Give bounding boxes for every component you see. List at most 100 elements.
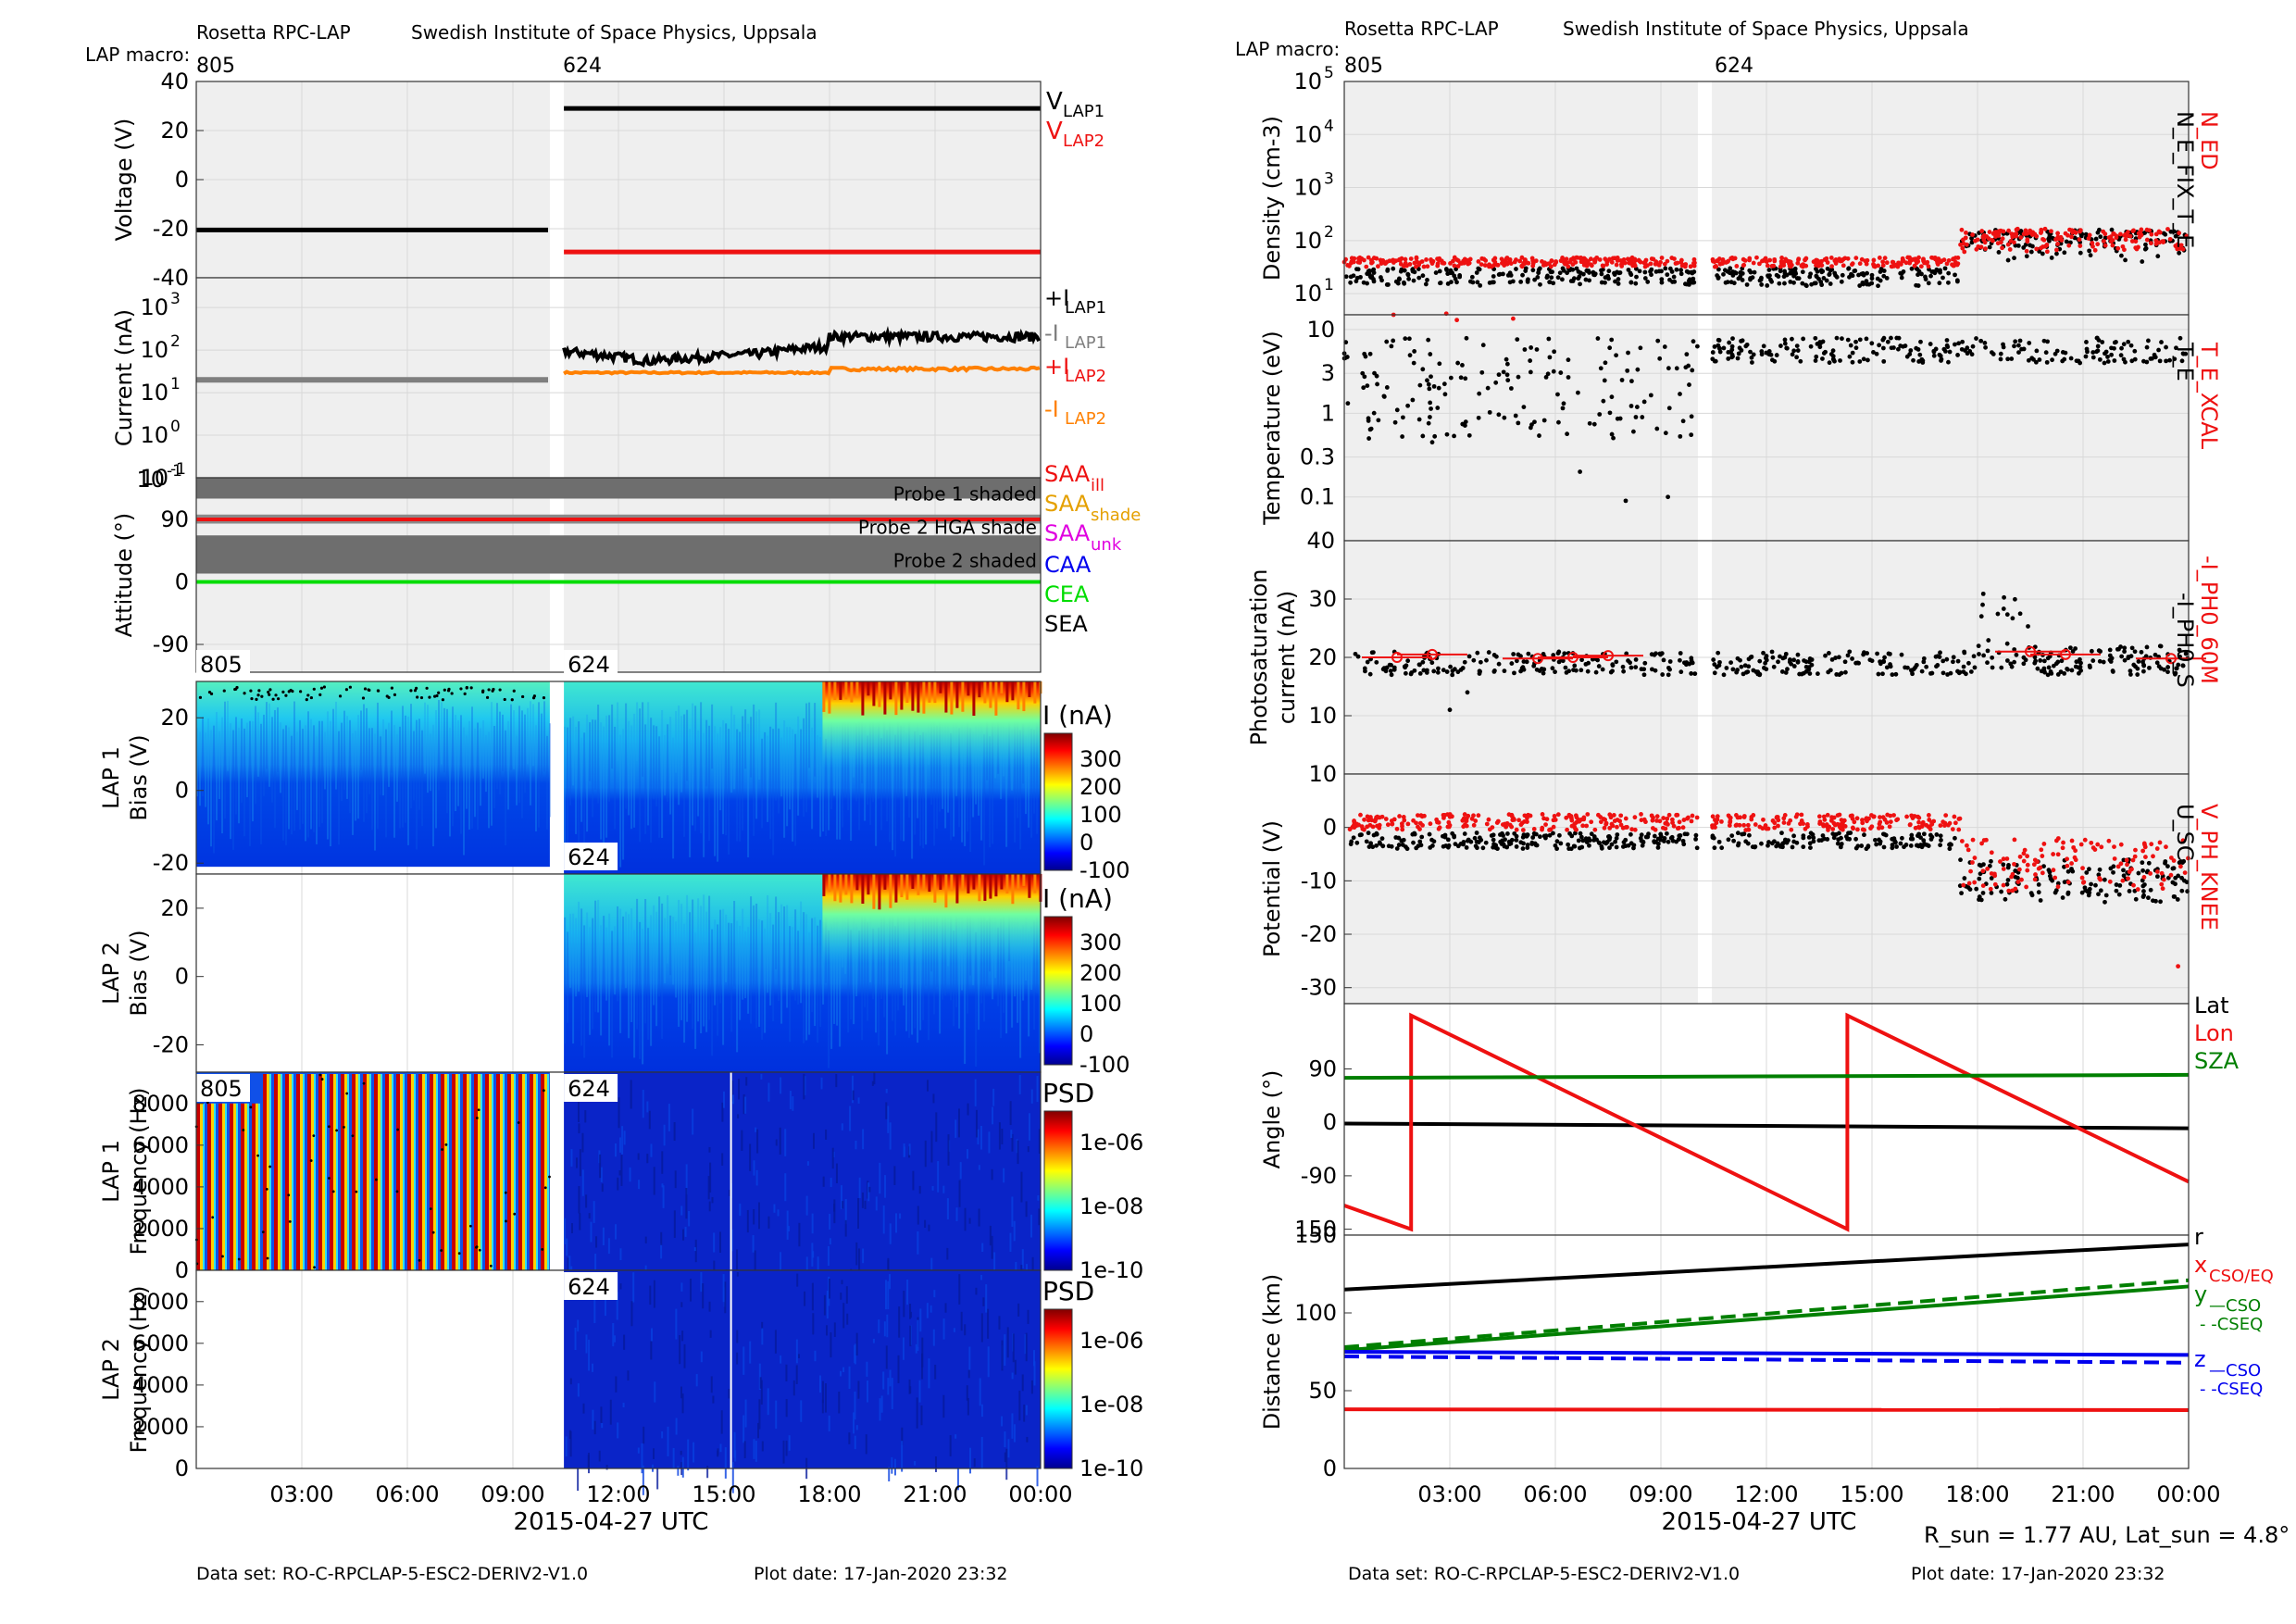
- right-header: Rosetta RPC-LAP Swedish Institute of Spa…: [1235, 18, 1969, 78]
- density-n-ed: [1672, 256, 1677, 261]
- lap2-bias-panel-streak: [669, 915, 672, 976]
- potential-v-ph-knee: [2092, 847, 2098, 852]
- lap2-freq-panel-noise: [955, 1434, 957, 1439]
- potential-v-ph-knee: [2095, 842, 2101, 847]
- lap2-bias-panel-streak: [653, 905, 655, 1006]
- current-panel-ytick-exp: 0: [170, 418, 181, 436]
- photosat-i-ph0-s: [1865, 651, 1870, 656]
- lap1-freq-panel-noise: [674, 1170, 677, 1189]
- potential-v-ph-knee: [1741, 822, 1747, 828]
- lap2-freq-panel-noise: [919, 1308, 922, 1332]
- density-n-ed: [1884, 260, 1890, 266]
- lap1-freq-panel-noise: [1030, 1089, 1033, 1104]
- lap1-bias-dot: [299, 690, 303, 693]
- potential-v-ph-knee: [2053, 875, 2058, 881]
- density-n-e-fix-t-e: [1916, 269, 1922, 274]
- lap1-freq-panel-noise: [806, 1161, 809, 1166]
- potential-v-ph-knee: [1803, 826, 1808, 831]
- potential-u-sc: [1779, 831, 1784, 836]
- lap1-bias-panel-streak: [388, 722, 390, 787]
- lap2-freq-panel-noise: [960, 1311, 963, 1331]
- temperature-t-e: [1908, 348, 1914, 353]
- potential-u-sc: [2158, 899, 2163, 905]
- lap1-bias-panel-streak: [839, 719, 842, 840]
- lap1-bias-panel-streak: [374, 733, 376, 851]
- photosat-i-ph0-s: [2023, 657, 2028, 663]
- potential-v-ph-knee: [1476, 813, 1481, 818]
- photosat-i-ph0-s: [1745, 669, 1751, 674]
- lap1-freq-panel-stripe-red: [441, 1074, 444, 1270]
- density-n-ed: [1882, 256, 1888, 261]
- potential-v-ph-knee: [2140, 848, 2146, 854]
- density-n-ed: [1376, 264, 1380, 269]
- potential-u-sc: [1735, 831, 1741, 836]
- lap2-freq-panel-noise: [1011, 1372, 1014, 1380]
- density-n-e-fix-t-e: [1899, 275, 1904, 281]
- lap1-freq-panel-noise: [889, 1223, 892, 1244]
- density-n-e-fix-t-e: [1580, 271, 1586, 277]
- lap1-freq-panel-noise: [646, 1101, 649, 1113]
- lap1-bias-panel-streak: [1019, 730, 1022, 850]
- photosat-i-ph0-s: [1769, 649, 1775, 655]
- lap2-freq-panel-noise: [998, 1316, 1001, 1330]
- lap1-bias-panel-streak: [216, 711, 218, 821]
- lap2-freq-panel-noise: [958, 1274, 961, 1305]
- photosat-i-ph0-s: [1553, 669, 1557, 675]
- temperature-t-e: [1689, 414, 1694, 419]
- lap2-freq-panel-noise: [653, 1280, 655, 1308]
- lap2-bias-panel-hot-streak: [944, 874, 948, 908]
- lap1-bias-panel-streak: [460, 715, 462, 834]
- temperature-t-e: [1416, 417, 1422, 422]
- lap1-freq-panel-stripe-yellow: [267, 1074, 269, 1270]
- lap2-freq-panel-noise: [886, 1314, 889, 1338]
- photosat-i-ph0-s: [2032, 655, 2038, 660]
- lap2-bias-panel-streak: [786, 905, 789, 1008]
- potential-u-sc: [2181, 878, 2187, 883]
- temperature-t-e: [1485, 385, 1491, 391]
- temperature-t-e: [1729, 347, 1735, 353]
- temperature-t-e: [1744, 342, 1750, 347]
- photosat-i-ph0-s: [1764, 667, 1769, 672]
- potential-v-ph-knee: [2118, 861, 2124, 867]
- density-n-ed: [1825, 260, 1830, 265]
- temperature-t-e: [2090, 350, 2096, 355]
- lap2-bias-panel-streak: [667, 894, 669, 964]
- density-n-e-fix-t-e: [1613, 279, 1617, 284]
- density-n-ed: [1492, 256, 1498, 261]
- temperature-t-e: [1680, 418, 1686, 424]
- potential-u-sc: [1475, 845, 1479, 851]
- photosat-i-ph0-s: [1416, 662, 1422, 668]
- temperature-t-e: [1881, 358, 1887, 364]
- lap2-bias-panel-streak: [644, 899, 647, 1024]
- lap2-freq-panel-noise: [942, 1394, 945, 1418]
- potential-u-sc: [1601, 840, 1606, 845]
- potential-v-ph-knee: [1988, 886, 1993, 892]
- density-n-ed: [1871, 257, 1877, 263]
- potential-v-ph-knee: [1822, 818, 1828, 822]
- lap2-bias-panel-streak: [625, 911, 628, 989]
- lap2-freq-panel-noise: [760, 1380, 763, 1405]
- density-n-ed: [2042, 226, 2048, 231]
- lap1-bias-panel-streak: [594, 719, 597, 790]
- lap1-freq-panel-noise: [855, 1242, 858, 1266]
- temperature-t-e: [1516, 420, 1521, 426]
- lap1-freq-panel-ylabel-line: LAP 1: [98, 1140, 124, 1203]
- lap1-freq-panel-noise: [723, 1091, 726, 1108]
- photosat-i-ph0-s: [1724, 666, 1729, 670]
- lap2-bias-panel-ytick-label: 20: [160, 895, 189, 921]
- potential-u-sc: [1374, 843, 1379, 848]
- temperature-t-e: [1857, 337, 1863, 343]
- temperature-t-e: [1566, 375, 1571, 380]
- potential-u-sc: [2180, 860, 2185, 865]
- temperature-t-e: [1565, 431, 1570, 437]
- density-panel-ytick-exp: 3: [1324, 170, 1334, 189]
- potential-v-ph-knee: [1690, 813, 1695, 818]
- temperature-t-e: [1896, 335, 1902, 341]
- lap1-bias-panel-streak: [310, 718, 312, 830]
- potential-v-ph-knee: [1860, 827, 1866, 832]
- lap2-bias-panel-streak: [797, 931, 800, 1005]
- right-xtick-label: 00:00: [2156, 1481, 2220, 1507]
- lap1-bias-panel-streak: [452, 706, 454, 827]
- density-n-e-fix-t-e: [1576, 276, 1581, 281]
